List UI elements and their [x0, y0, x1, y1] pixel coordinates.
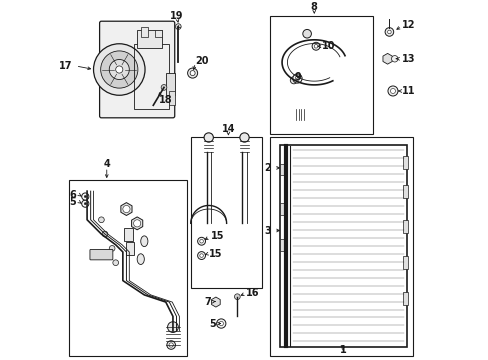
Circle shape	[387, 30, 390, 34]
Circle shape	[84, 203, 86, 205]
Circle shape	[219, 321, 223, 326]
Text: 14: 14	[221, 123, 235, 134]
Ellipse shape	[137, 254, 144, 265]
Circle shape	[169, 343, 173, 347]
Circle shape	[197, 237, 205, 245]
Circle shape	[239, 133, 249, 142]
Circle shape	[292, 74, 302, 83]
Circle shape	[116, 66, 122, 73]
Circle shape	[122, 206, 130, 213]
Text: 20: 20	[195, 55, 208, 66]
Circle shape	[290, 77, 297, 84]
Circle shape	[133, 220, 141, 227]
Bar	[155, 30, 162, 37]
Text: 9: 9	[294, 72, 301, 82]
Circle shape	[387, 86, 397, 96]
Bar	[133, 45, 169, 109]
Bar	[169, 91, 174, 105]
Circle shape	[101, 51, 138, 88]
Bar	[402, 220, 407, 233]
Circle shape	[203, 133, 213, 142]
Bar	[280, 145, 407, 347]
Bar	[141, 27, 147, 37]
Circle shape	[197, 252, 205, 260]
Text: 2: 2	[264, 163, 279, 173]
Text: 4: 4	[103, 159, 110, 169]
Circle shape	[161, 85, 166, 90]
Circle shape	[166, 341, 175, 349]
Circle shape	[81, 193, 89, 200]
Circle shape	[190, 71, 195, 76]
Bar	[137, 30, 162, 48]
Text: 3: 3	[264, 225, 279, 235]
Circle shape	[200, 254, 203, 257]
Circle shape	[314, 45, 317, 48]
Text: 15: 15	[208, 249, 222, 259]
Bar	[402, 185, 407, 198]
Text: 18: 18	[159, 95, 173, 105]
Circle shape	[234, 294, 240, 300]
Bar	[280, 203, 287, 215]
Bar	[269, 16, 372, 134]
Circle shape	[295, 76, 299, 81]
Circle shape	[391, 55, 397, 62]
Circle shape	[311, 42, 319, 50]
Circle shape	[81, 200, 89, 207]
Circle shape	[113, 260, 118, 266]
Bar	[125, 242, 134, 255]
Bar	[165, 73, 174, 95]
Text: 19: 19	[169, 11, 183, 21]
Bar	[402, 256, 407, 269]
Bar	[123, 228, 132, 240]
Ellipse shape	[141, 236, 147, 247]
Circle shape	[302, 30, 311, 38]
Bar	[280, 239, 287, 251]
Bar	[269, 138, 412, 356]
Text: 1: 1	[339, 345, 346, 355]
Text: 6: 6	[69, 190, 76, 200]
FancyBboxPatch shape	[90, 249, 113, 260]
Circle shape	[167, 322, 178, 333]
Circle shape	[102, 231, 108, 237]
Bar	[280, 164, 287, 175]
Bar	[69, 180, 187, 356]
Text: 5: 5	[69, 197, 76, 207]
Circle shape	[187, 68, 197, 78]
Text: 16: 16	[246, 288, 259, 298]
Bar	[402, 156, 407, 169]
Text: 12: 12	[401, 20, 415, 30]
Circle shape	[109, 246, 115, 251]
Bar	[190, 138, 262, 288]
Text: 11: 11	[398, 86, 415, 96]
FancyBboxPatch shape	[100, 21, 174, 118]
Circle shape	[98, 217, 104, 222]
Circle shape	[84, 195, 86, 198]
Text: 7: 7	[204, 297, 211, 307]
Text: 17: 17	[59, 61, 73, 71]
Circle shape	[216, 319, 225, 328]
Circle shape	[200, 239, 203, 243]
Circle shape	[109, 59, 129, 80]
Text: 10: 10	[317, 41, 335, 51]
Circle shape	[385, 28, 393, 36]
Text: 15: 15	[210, 231, 224, 241]
Text: 13: 13	[395, 54, 415, 64]
Circle shape	[390, 89, 395, 94]
Circle shape	[175, 24, 181, 30]
Text: 5: 5	[209, 319, 215, 329]
Text: 8: 8	[310, 2, 317, 12]
Circle shape	[93, 44, 145, 95]
Bar	[402, 292, 407, 305]
